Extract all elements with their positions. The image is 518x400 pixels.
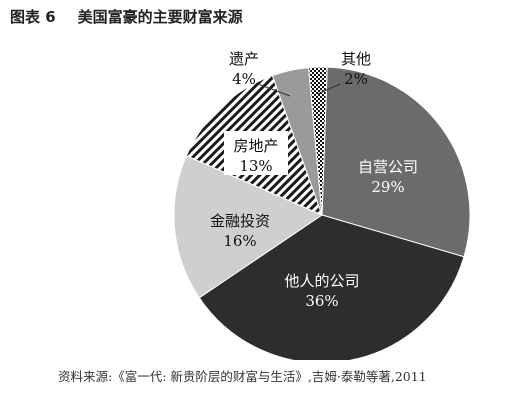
slice-label: 遗产: [229, 50, 259, 68]
slice-value-label: 13%: [239, 157, 272, 175]
pie-slice: [321, 66, 471, 258]
source-note: 资料来源:《富一代: 新贵阶层的财富与生活》,吉姆·泰勒等著,2011: [58, 369, 427, 384]
figure-title: 图表 6 美国富豪的主要财富来源: [10, 6, 243, 27]
slice-label: 房地产: [233, 137, 278, 155]
slice-value-label: 36%: [305, 292, 338, 310]
slice-label: 自营公司: [358, 158, 418, 176]
leader-line: [257, 83, 291, 97]
figure-number: 图表 6: [10, 8, 56, 26]
slice-label-box: [224, 131, 288, 175]
figure-title-text: 美国富豪的主要财富来源: [77, 8, 243, 26]
slice-value-label: 16%: [223, 232, 256, 250]
pie-slice: [198, 214, 465, 360]
slice-value-label: 4%: [232, 70, 256, 88]
slice-label: 金融投资: [210, 212, 270, 230]
pie-chart: 自营公司 29% 他人的公司 36% 金融投资 16% 房地产 13% 遗产 4% 其他 2%: [173, 50, 471, 360]
pie-slice: [308, 66, 328, 216]
leader-line: [317, 83, 341, 95]
slice-value-label: 2%: [344, 70, 368, 88]
slice-value-label: 29%: [371, 178, 404, 196]
pie-slice: [173, 155, 324, 299]
slice-label: 其他: [341, 50, 371, 68]
slice-label: 他人的公司: [284, 272, 359, 290]
